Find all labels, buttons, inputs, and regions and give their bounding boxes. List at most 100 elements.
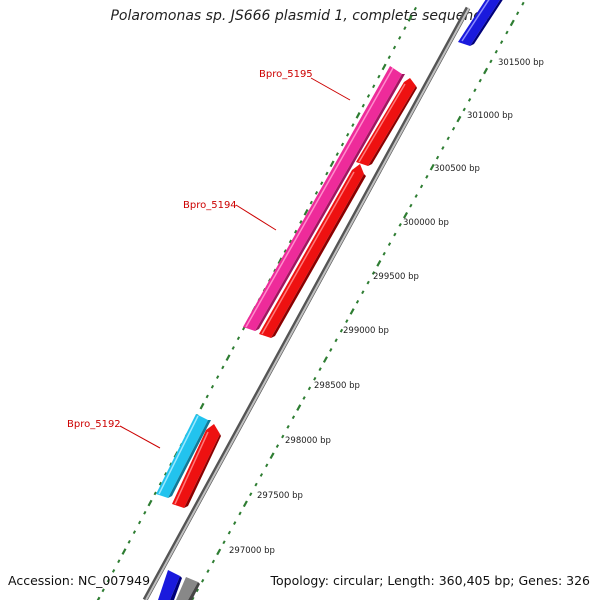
track-tick — [190, 596, 195, 600]
track-tick — [478, 78, 482, 83]
track-tick — [467, 97, 472, 102]
track-tick — [366, 94, 371, 98]
tick-label: 298000 bp — [285, 436, 331, 446]
track-tick — [111, 569, 116, 573]
track-tick — [249, 492, 253, 497]
track-tick — [238, 511, 242, 516]
tick-label: 301000 bp — [467, 111, 513, 121]
track-tick — [227, 530, 232, 535]
track-tick — [446, 136, 450, 141]
track-tick — [286, 424, 290, 429]
track-tick — [451, 126, 456, 131]
tick-label: 299500 bp — [373, 272, 419, 282]
track-tick — [329, 160, 335, 168]
track-tick — [277, 257, 283, 265]
track-tick — [216, 548, 222, 556]
track-tick — [137, 520, 142, 525]
track-tick — [225, 354, 231, 362]
track-tick — [521, 1, 525, 6]
track-tick — [231, 346, 235, 350]
tick-label: 299000 bp — [343, 326, 389, 336]
track-tick — [206, 569, 210, 574]
track-tick — [382, 251, 386, 256]
track-tick — [106, 578, 111, 583]
track-tick — [398, 223, 402, 227]
track-tick — [101, 588, 105, 593]
scale-tick-track — [190, 1, 525, 600]
track-tick — [222, 540, 226, 545]
track-tick — [259, 473, 264, 477]
track-tick — [163, 472, 168, 476]
track-tick — [296, 404, 302, 411]
summary-text: Topology: circular; Length: 360,405 bp; … — [270, 573, 591, 588]
track-tick — [441, 146, 445, 150]
gene-bpro-5195[interactable] — [243, 66, 405, 331]
track-tick — [96, 596, 101, 600]
label-leader-bpro-5194 — [235, 204, 277, 231]
track-tick — [413, 6, 417, 11]
track-tick — [403, 211, 409, 219]
track-tick — [515, 11, 520, 16]
track-tick — [275, 444, 280, 448]
track-tick — [205, 394, 209, 399]
track-tick — [242, 326, 246, 331]
track-tick — [294, 229, 298, 234]
track-tick — [483, 67, 489, 75]
edge-feature-gray-bottom[interactable] — [176, 577, 200, 600]
track-tick — [147, 499, 153, 507]
tick-label: 300500 bp — [434, 164, 480, 174]
track-tick — [291, 415, 296, 420]
track-tick — [371, 271, 376, 275]
gene-label-bpro-5195: Bpro_5195 — [259, 69, 313, 80]
tick-label: 297000 bp — [229, 546, 275, 556]
track-tick — [372, 84, 376, 89]
track-tick — [303, 208, 309, 216]
track-tick — [281, 434, 285, 439]
track-tick — [392, 45, 397, 50]
track-tick — [505, 30, 509, 35]
track-tick — [299, 220, 303, 224]
track-tick — [242, 500, 248, 508]
track-tick — [143, 510, 147, 515]
tick-label: 297500 bp — [257, 491, 303, 501]
track-tick — [127, 539, 131, 544]
gene-bpro-5191[interactable] — [172, 424, 221, 508]
track-tick — [329, 348, 333, 352]
gene-bpro-5193[interactable] — [356, 78, 417, 166]
track-tick — [398, 35, 402, 40]
tick-label: 298500 bp — [314, 381, 360, 391]
track-tick — [473, 88, 477, 93]
track-tick — [318, 367, 322, 372]
track-tick — [201, 578, 205, 583]
track-tick — [211, 559, 216, 564]
track-tick — [351, 123, 355, 127]
track-tick — [366, 280, 370, 285]
track-tick — [355, 299, 360, 304]
track-tick — [456, 115, 462, 123]
track-tick — [339, 328, 344, 333]
track-tick — [314, 191, 319, 195]
track-tick — [425, 174, 429, 179]
track-tick — [195, 588, 199, 593]
edge-feature-blue-top[interactable] — [458, 0, 504, 46]
track-tick — [236, 336, 241, 341]
track-tick — [346, 132, 350, 137]
sequence-backbone — [142, 6, 471, 600]
track-tick — [233, 521, 237, 525]
track-tick — [462, 107, 466, 112]
gene-label-bpro-5194: Bpro_5194 — [183, 200, 237, 211]
track-tick — [158, 481, 163, 486]
map-title: Polaromonas sp. JS666 plasmid 1, complet… — [110, 8, 490, 24]
track-tick — [489, 59, 493, 64]
track-tick — [345, 319, 349, 323]
edge-feature-blue-bottom[interactable] — [158, 570, 182, 600]
gene-bpro-5192[interactable] — [156, 414, 211, 498]
gene-label-bpro-5192: Bpro_5192 — [67, 419, 121, 430]
gene-bpro-5194[interactable] — [259, 164, 366, 338]
track-tick — [407, 15, 413, 22]
track-tick — [494, 49, 498, 54]
track-tick — [393, 232, 397, 237]
track-tick — [361, 290, 365, 295]
track-tick — [387, 55, 391, 60]
